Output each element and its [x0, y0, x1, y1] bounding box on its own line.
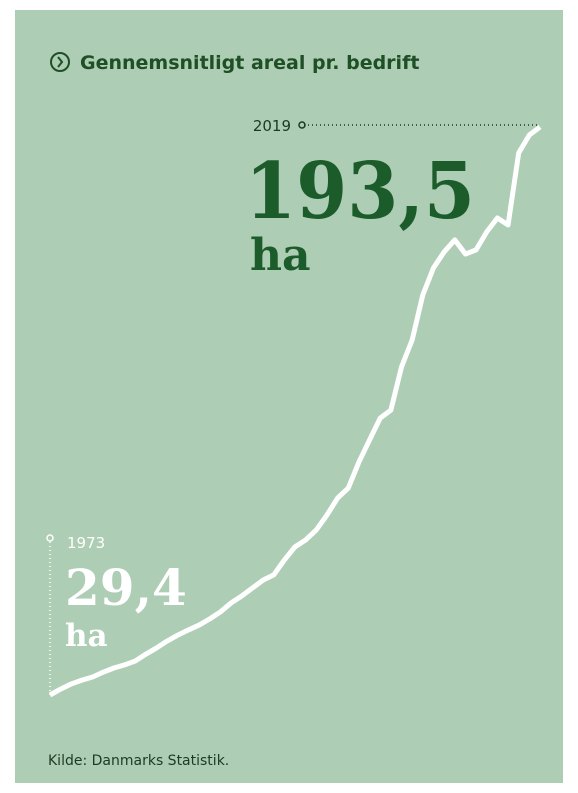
leader-dot — [298, 121, 306, 129]
end-unit: ha — [250, 230, 311, 281]
start-year: 1973 — [67, 534, 105, 552]
source: Kilde: Danmarks Statistik. — [48, 753, 229, 769]
start-unit: ha — [65, 618, 108, 654]
title-icon-arrow — [57, 56, 64, 68]
data-line — [48, 124, 542, 698]
end-year: 2019 — [253, 117, 291, 135]
leader-dot — [46, 534, 54, 542]
end-value: 193,5 — [245, 146, 475, 237]
title-icon — [50, 52, 70, 72]
chart-title: Gennemsnitligt areal pr. bedrift — [80, 52, 419, 74]
start-value: 29,4 — [65, 558, 187, 617]
panel — [15, 10, 563, 783]
